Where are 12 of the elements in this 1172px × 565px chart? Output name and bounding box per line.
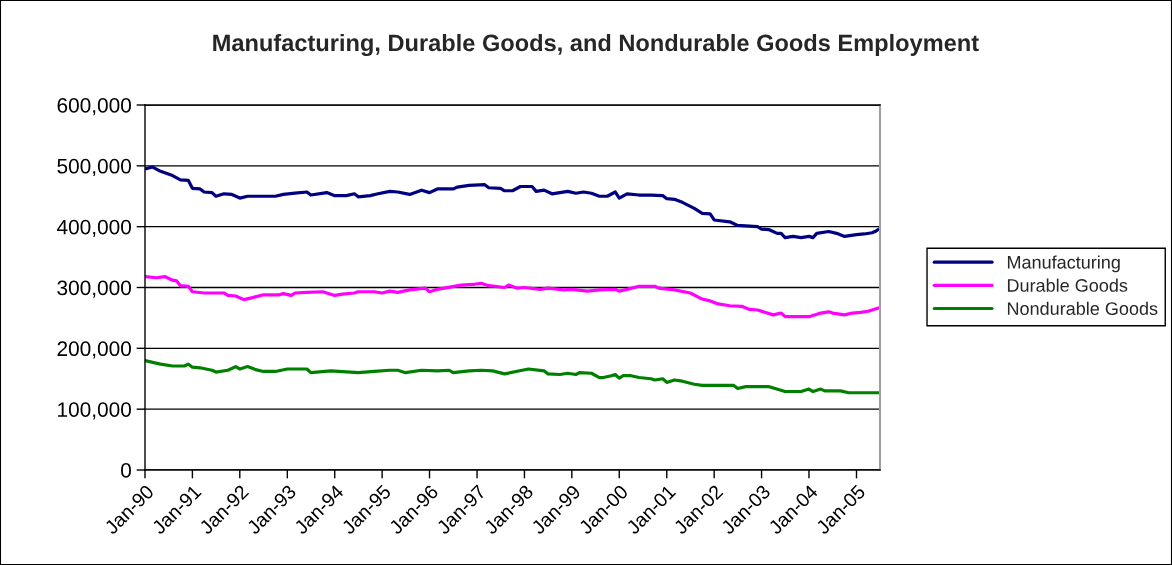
legend-label: Durable Goods: [1007, 278, 1128, 292]
line-series: [145, 358, 880, 395]
y-tick-label: 500,000: [57, 158, 131, 177]
y-tick-label: 100,000: [58, 402, 131, 420]
chart-title: Manufacturing, Durable Goods, and Nondurable Goods Employment: [213, 33, 979, 57]
y-tick-label: 400,000: [56, 219, 131, 237]
legend-label: Nondurable Goods: [1007, 301, 1158, 315]
y-tick-label: 600,000: [57, 98, 131, 116]
y-tick-label: 300,000: [57, 280, 131, 298]
y-tick-label: 0: [121, 463, 131, 478]
legend-label: Manufacturing: [1007, 255, 1120, 273]
y-tick-label: 200,000: [57, 341, 131, 359]
